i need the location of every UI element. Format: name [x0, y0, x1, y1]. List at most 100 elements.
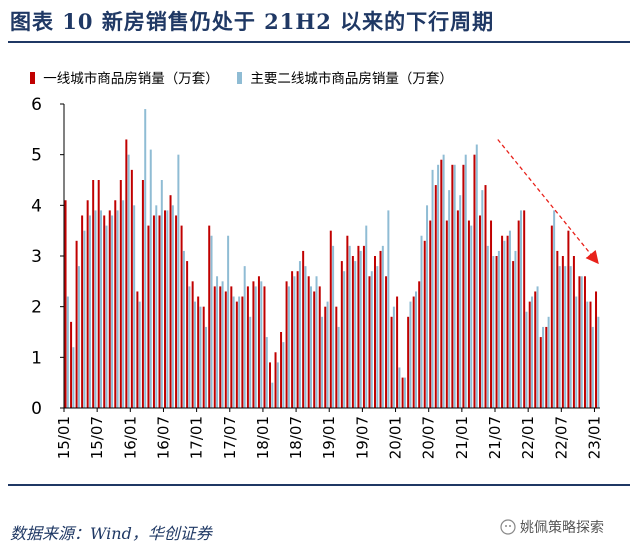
bar-series1: [175, 215, 178, 408]
bar-series2: [415, 291, 417, 408]
bar-series1: [490, 220, 493, 408]
bar-series1: [340, 261, 343, 408]
bar-series2: [437, 164, 440, 408]
bar-series1: [523, 210, 526, 408]
bar-series1: [512, 261, 515, 408]
bar-series1: [324, 306, 327, 408]
bar-series2: [133, 205, 136, 408]
bar-series2: [321, 316, 324, 408]
bar-series1: [506, 235, 509, 408]
bar-series2: [111, 215, 114, 408]
bar-series1: [478, 215, 481, 408]
bar-series1: [208, 225, 211, 408]
bar-series1: [313, 291, 316, 408]
bar-chart: 0 1 2 3 4 5 6 15/01 15/07 16/01 16/07 17/01 17/07 18/…: [31, 95, 603, 459]
bar-series2: [105, 225, 108, 408]
bar-series1: [130, 169, 133, 408]
y-tick-label: 0: [31, 399, 42, 419]
page-title: 图表 10 新房销售仍处于 21H2 以来的下行周期: [10, 9, 495, 34]
bar-series1: [561, 256, 564, 408]
bar-series1: [335, 306, 338, 408]
x-tick-label: 19/01: [320, 416, 338, 459]
bar-series1: [545, 326, 548, 408]
bar-series1: [285, 281, 288, 408]
bar-series2: [232, 296, 235, 408]
bar-series2: [94, 210, 97, 408]
bar-series2: [519, 210, 522, 408]
bar-series2: [470, 225, 473, 408]
bar-series1: [136, 291, 139, 408]
bar-series1: [440, 159, 443, 408]
bar-series1: [213, 286, 216, 408]
bar-series2: [475, 144, 478, 408]
bar-series1: [180, 225, 183, 408]
bar-series1: [445, 220, 448, 408]
bar-series1: [351, 256, 354, 408]
bar-series1: [307, 276, 310, 408]
bar-series2: [337, 326, 340, 408]
bar-series2: [122, 200, 125, 408]
bar-series1: [147, 225, 150, 408]
bar-series2: [426, 205, 429, 408]
bar-series1: [169, 195, 172, 408]
bar-series1: [396, 296, 399, 408]
footer-divider: [8, 484, 630, 486]
bar-series2: [160, 180, 163, 408]
x-tick-label: 16/07: [155, 416, 173, 459]
bar-series2: [155, 205, 158, 408]
bar-series1: [412, 296, 415, 408]
bar-series1: [86, 200, 89, 408]
bar-series2: [403, 377, 406, 408]
bar-series1: [158, 215, 161, 408]
bar-series2: [127, 154, 130, 408]
x-tick-label: 15/07: [88, 416, 106, 459]
bar-series1: [495, 256, 498, 408]
bar-series2: [365, 225, 368, 408]
bar-series1: [280, 332, 283, 408]
bar-series2: [536, 286, 539, 408]
bar-series2: [348, 245, 351, 408]
legend-label-series2: 主要二线城市商品房销量（万套）: [250, 71, 453, 87]
bar-series1: [241, 296, 244, 408]
bar-series1: [374, 256, 376, 408]
bar-series2: [409, 301, 412, 408]
wechat-icon: [500, 519, 516, 535]
bar-series1: [152, 215, 155, 408]
bar-series2: [558, 266, 561, 408]
bar-series2: [453, 164, 456, 408]
bar-series2: [359, 250, 362, 408]
bar-series1: [501, 235, 504, 408]
x-tick-label: 21/01: [453, 416, 471, 459]
bar-series1: [75, 240, 78, 408]
bar-series1: [125, 139, 128, 408]
bar-series2: [287, 286, 290, 408]
bar-series2: [188, 286, 191, 408]
bar-series1: [517, 220, 520, 408]
bar-series2: [116, 210, 119, 408]
bar-series1: [401, 377, 404, 408]
bar-series1: [407, 316, 410, 408]
x-tick-label: 18/01: [254, 416, 272, 459]
bar-series1: [423, 240, 426, 408]
bar-series2: [376, 266, 379, 408]
bar-series2: [276, 362, 279, 408]
bar-series1: [97, 180, 100, 408]
bar-series1: [357, 245, 360, 408]
bar-series1: [385, 276, 388, 408]
bar-series1: [528, 301, 531, 408]
bar-series2: [597, 316, 600, 408]
bar-series2: [221, 281, 224, 408]
bar-series2: [542, 326, 545, 408]
bar-series2: [171, 205, 174, 408]
bar-series2: [149, 149, 152, 408]
bar-series2: [398, 367, 401, 408]
bar-series1: [534, 291, 537, 408]
bar-series2: [354, 261, 357, 408]
bar-series1: [235, 301, 238, 408]
x-tick-label: 15/01: [55, 416, 73, 459]
bar-series2: [238, 296, 241, 408]
bar-series2: [243, 266, 246, 408]
legend-swatch-series1: [30, 72, 35, 84]
bar-series2: [508, 230, 511, 408]
bar-series2: [343, 271, 346, 408]
